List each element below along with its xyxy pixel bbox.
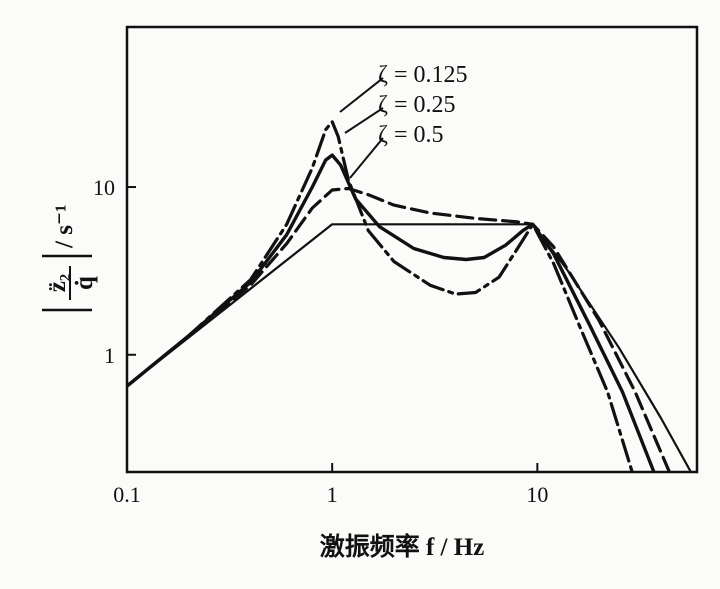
legend-leader-zeta-025 xyxy=(344,107,384,134)
series-line-dash-dot xyxy=(127,120,634,472)
legend-label-zeta-025: ζ = 0.25 xyxy=(378,92,455,118)
series-line-dashed xyxy=(127,186,671,472)
series-layer xyxy=(127,120,692,472)
legend: ζ = 0.125 ζ = 0.25 ζ = 0.5 xyxy=(339,62,467,179)
y-label-unit: / s⁻¹ xyxy=(51,204,78,249)
y-label-numerator: z̈₂ xyxy=(44,274,71,293)
y-axis-ticks: 1 10 xyxy=(93,175,136,368)
plot-frame xyxy=(125,25,699,474)
x-axis-label: 激振频率 f / Hz xyxy=(320,532,485,561)
x-axis-ticks: 0.1 1 10 xyxy=(113,463,548,507)
y-tick-label: 10 xyxy=(93,175,115,200)
x-tick-label: 0.1 xyxy=(113,482,141,507)
y-axis-label: z̈₂ q̇ / s⁻¹ xyxy=(42,204,98,312)
series-line-solid-thin xyxy=(127,223,692,472)
x-tick-label: 10 xyxy=(526,482,548,507)
legend-label-zeta-05: ζ = 0.5 xyxy=(378,122,443,148)
x-tick-label: 1 xyxy=(327,482,338,507)
legend-leader-zeta-05 xyxy=(349,137,384,179)
y-tick-label: 1 xyxy=(104,343,115,368)
legend-leader-zeta-0125 xyxy=(339,77,384,113)
legend-label-zeta-0125: ζ = 0.125 xyxy=(378,62,467,88)
y-label-denominator: q̇ xyxy=(71,276,98,290)
